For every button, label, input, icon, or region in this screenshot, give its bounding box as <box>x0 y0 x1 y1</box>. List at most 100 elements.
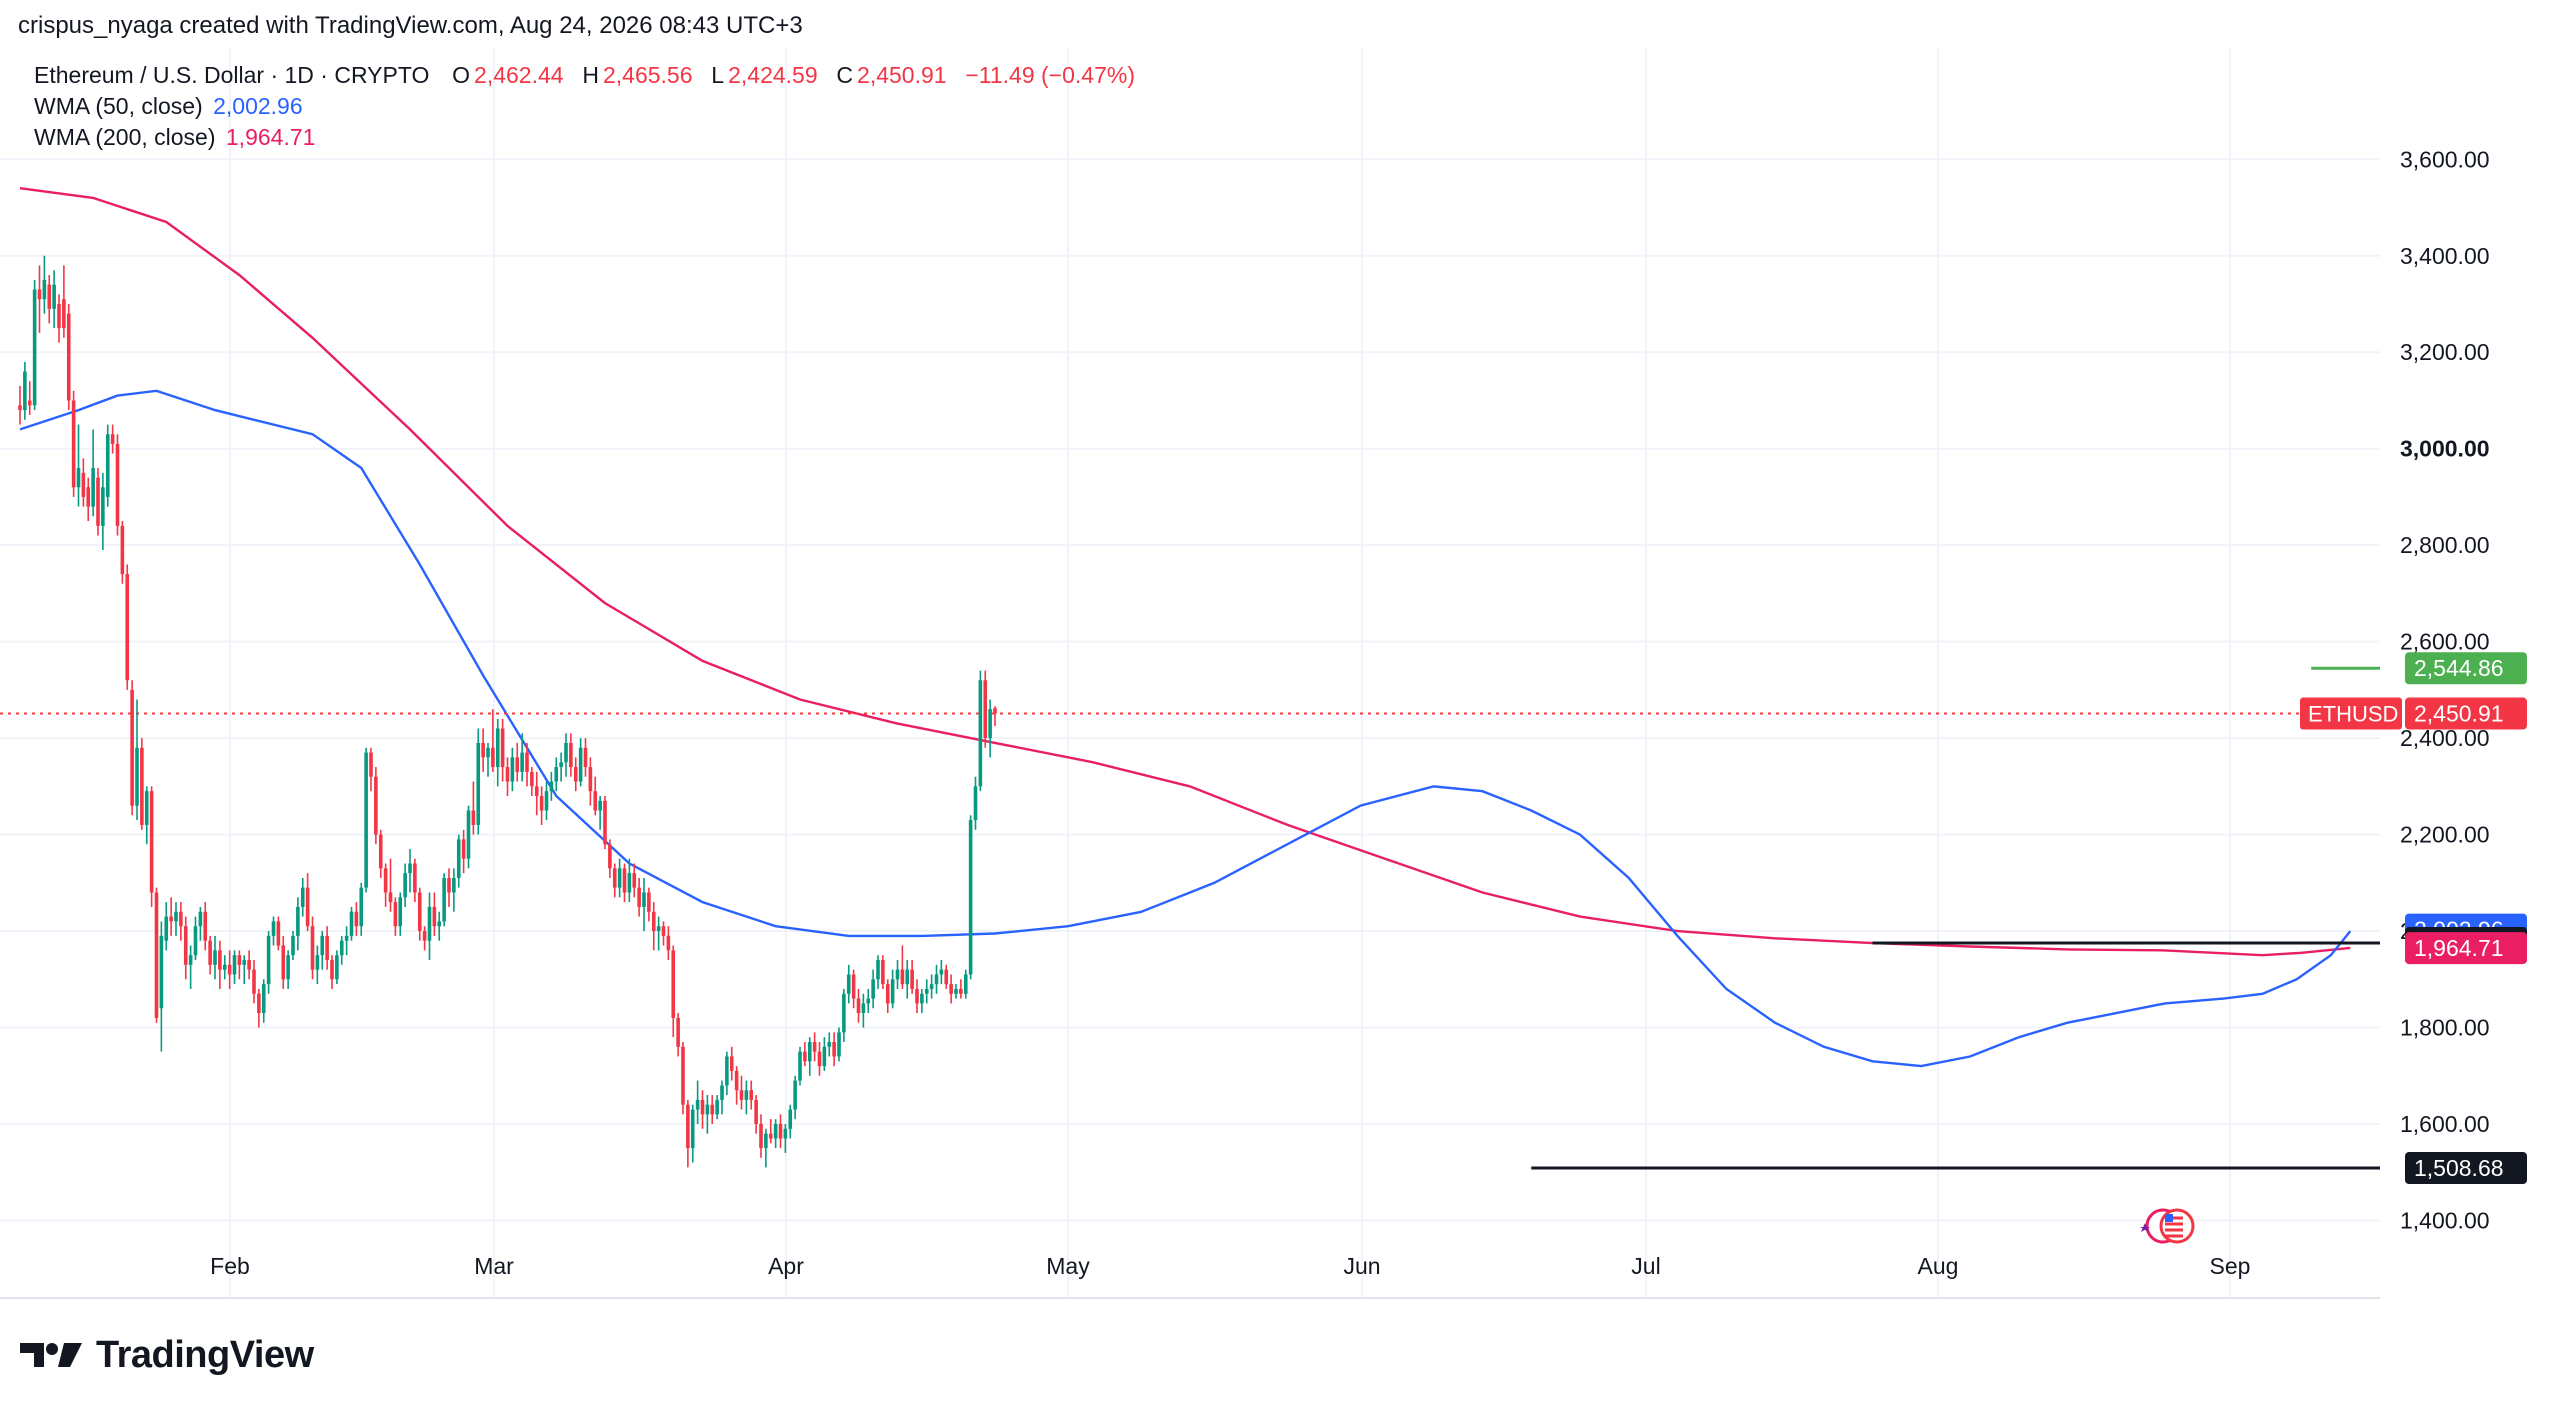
candle-body <box>876 960 880 980</box>
legend-wma200-row[interactable]: WMA (200, close) 1,964.71 <box>34 122 1135 153</box>
candle-body <box>47 284 52 309</box>
candle-body <box>447 878 451 893</box>
x-tick-label: Feb <box>210 1253 250 1279</box>
candle-body <box>393 902 398 927</box>
candle-body <box>793 1080 797 1110</box>
candle-body <box>895 969 900 980</box>
candle-body <box>101 487 105 526</box>
candle-body <box>330 960 334 980</box>
level-low-label-tag <box>2405 1152 2527 1185</box>
candle-body <box>695 1099 700 1110</box>
candle-body <box>208 940 212 965</box>
price-chart[interactable]: Feb Mar Apr May Jun Jul Aug Sep 1,400.00 1,600.0… <box>0 48 2550 1308</box>
candle-body <box>257 993 261 1014</box>
candle-body <box>374 776 378 835</box>
candles <box>18 255 997 1168</box>
candle-body <box>822 1046 827 1067</box>
candle-body <box>871 979 875 999</box>
candle-body <box>666 935 671 951</box>
candle-body <box>491 747 495 768</box>
candle-body <box>296 906 300 936</box>
candle-body <box>534 786 539 796</box>
candle-body <box>364 752 368 888</box>
candle-body <box>642 892 646 907</box>
legend-high-value: 2,465.56 <box>602 62 693 88</box>
candle-body <box>378 834 383 869</box>
candle-body <box>66 313 71 401</box>
candle-body <box>466 810 471 859</box>
symbol-tag-text: ETHUSD <box>2308 702 2398 727</box>
candle-body <box>783 1128 788 1139</box>
candle-body <box>837 1032 841 1057</box>
chart-background <box>0 48 2550 1308</box>
candle-body <box>910 969 914 989</box>
legend-high-label: H <box>582 62 599 88</box>
candle-body <box>32 289 37 406</box>
events-flag-icon[interactable] <box>2140 1208 2195 1244</box>
y-tick-label: 2,200.00 <box>2400 822 2490 848</box>
flag-canton-icon <box>2165 1214 2173 1222</box>
candle-body <box>71 400 76 488</box>
candle-body <box>252 969 256 994</box>
candle-body <box>344 935 349 941</box>
y-tick-label: 3,600.00 <box>2400 146 2490 172</box>
candle-body <box>549 781 554 792</box>
candle-body <box>442 878 446 922</box>
candle-body <box>413 863 417 893</box>
tradingview-brand[interactable]: TradingView <box>20 1330 314 1380</box>
candle-body <box>637 887 641 907</box>
candle-body <box>505 767 510 782</box>
y-tick-label: 1,800.00 <box>2400 1015 2490 1041</box>
legend-ohlc-row[interactable]: Ethereum / U.S. Dollar · 1D · CRYPTO O 2,… <box>34 60 1135 91</box>
candle-body <box>734 1070 739 1091</box>
candle-body <box>608 844 612 869</box>
x-tick-label: Aug <box>1918 1253 1959 1279</box>
candle-body <box>305 887 310 927</box>
time-axis[interactable]: Feb Mar Apr May Jun Jul Aug Sep <box>0 1253 2380 1299</box>
candle-body <box>417 892 422 932</box>
candle-body <box>91 468 95 507</box>
x-tick-label: Mar <box>474 1253 514 1279</box>
candle-body <box>18 405 22 411</box>
candle-body <box>159 935 164 1009</box>
candle-body <box>218 950 222 970</box>
candle-body <box>174 911 178 922</box>
candle-body <box>515 757 520 772</box>
tradingview-logo-text: TradingView <box>96 1333 314 1376</box>
candle-body <box>832 1042 836 1057</box>
legend-wma50-row[interactable]: WMA (50, close) 2,002.96 <box>34 91 1135 122</box>
candle-body <box>359 887 364 927</box>
candle-body <box>495 728 500 768</box>
candle-body <box>729 1056 734 1071</box>
candle-body <box>827 1042 832 1047</box>
candle-body <box>573 767 578 782</box>
candle-body <box>281 945 286 980</box>
candle-body <box>983 680 988 739</box>
wma50-line <box>19 389 2352 1068</box>
wma200-path <box>19 187 2351 957</box>
candle-body <box>81 472 86 497</box>
legend-open-label: O <box>452 62 471 88</box>
candle-body <box>924 988 929 994</box>
legend-change-value: −11.49 (−0.47%) <box>965 62 1135 88</box>
flag-stripes-icon <box>2165 1216 2183 1238</box>
candle-body <box>764 1133 768 1149</box>
candle-body <box>500 728 505 768</box>
last-price-label-value: 2,450.91 <box>2414 701 2504 727</box>
price-axis[interactable]: 1,400.001,600.001,800.002,000.002,200.00… <box>2400 146 2490 1233</box>
legend-open-value: 2,462.44 <box>474 62 564 88</box>
candle-body <box>213 950 217 965</box>
x-tick-label: Sep <box>2210 1253 2251 1279</box>
symbol-tag <box>2300 697 2402 730</box>
legend-wma200-label: WMA (200, close) <box>34 124 216 150</box>
candle-body <box>739 1090 744 1100</box>
candle-body <box>954 988 958 994</box>
candle-body <box>37 289 42 300</box>
y-tick-label: 1,400.00 <box>2400 1207 2490 1233</box>
x-tick-label: Apr <box>768 1253 804 1279</box>
candle-body <box>135 747 139 806</box>
candle-body <box>110 434 115 444</box>
candle-body <box>471 810 476 825</box>
candle-body <box>617 868 622 888</box>
candle-body <box>486 747 490 758</box>
